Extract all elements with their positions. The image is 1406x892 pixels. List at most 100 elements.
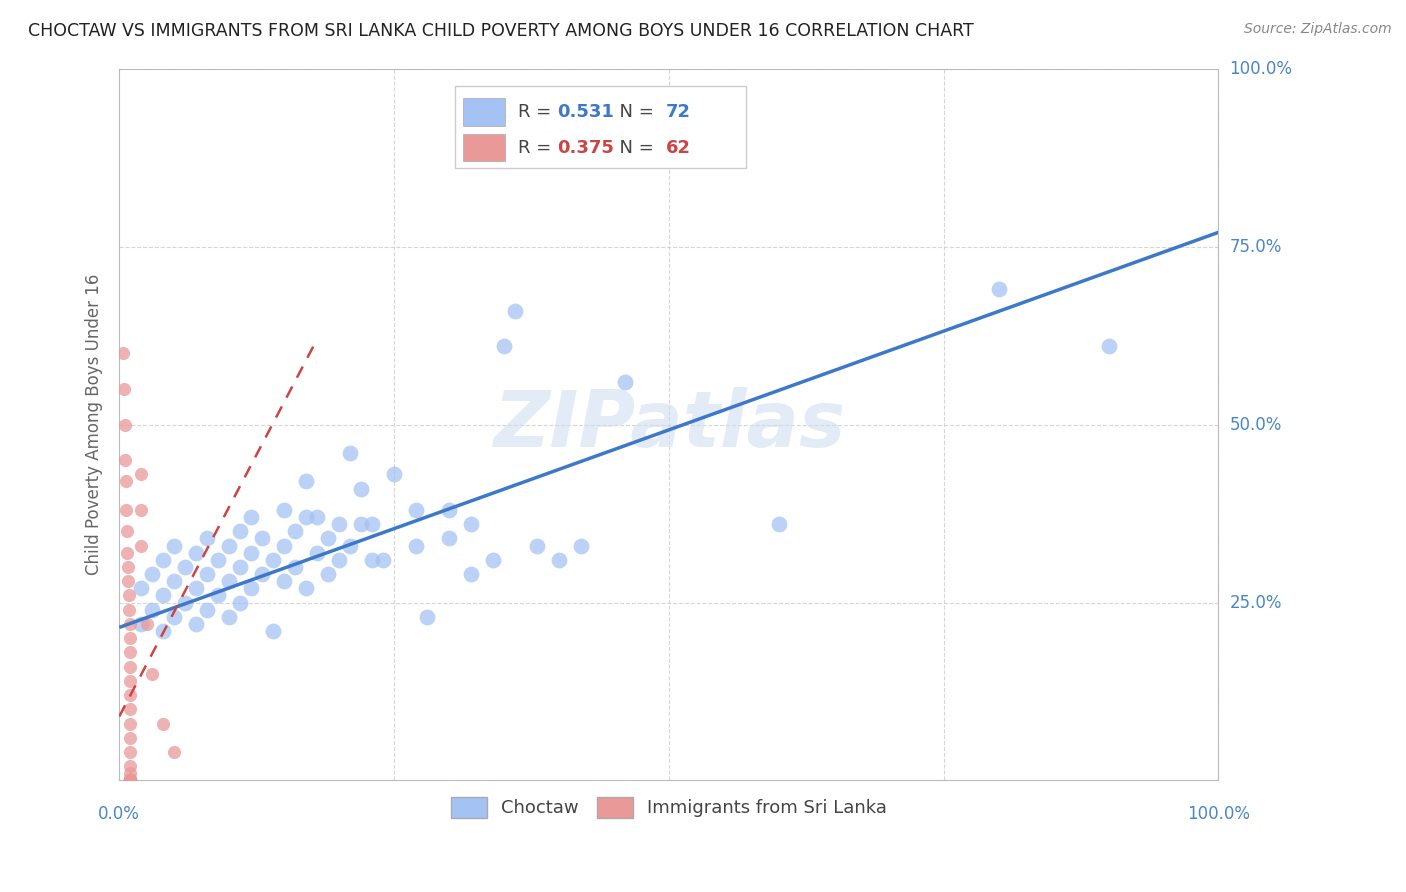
Point [569, 539, 592, 553]
Point [218, 539, 240, 553]
Text: 100.0%: 100.0% [1187, 805, 1250, 823]
Point [240, 546, 263, 560]
Point [120, 773, 142, 788]
Point [240, 581, 263, 595]
Point [120, 773, 142, 788]
Text: 0.531: 0.531 [557, 103, 613, 121]
Point [350, 482, 373, 496]
Point [141, 602, 163, 616]
Point [152, 716, 174, 731]
Point [186, 581, 208, 595]
Point [120, 688, 142, 702]
Point [307, 510, 329, 524]
Point [195, 567, 218, 582]
Point [120, 773, 142, 788]
Point [163, 574, 186, 589]
Point [120, 773, 142, 788]
Point [115, 475, 138, 489]
Text: 0.0%: 0.0% [98, 805, 141, 823]
Point [114, 417, 136, 432]
Point [120, 773, 142, 788]
Point [115, 503, 138, 517]
Point [405, 539, 427, 553]
Point [307, 546, 329, 560]
Point [120, 773, 142, 788]
Point [120, 631, 142, 645]
Point [120, 716, 142, 731]
Point [120, 773, 142, 788]
Point [437, 532, 460, 546]
Point [120, 773, 142, 788]
Point [120, 773, 142, 788]
Point [120, 773, 142, 788]
Point [120, 773, 142, 788]
Point [120, 702, 142, 716]
Point [350, 517, 373, 532]
Point [262, 624, 284, 638]
Point [548, 553, 571, 567]
Point [371, 553, 394, 567]
Text: 62: 62 [665, 138, 690, 157]
Point [129, 581, 152, 595]
Point [120, 773, 142, 788]
Point [361, 517, 384, 532]
Point [195, 602, 218, 616]
Point [295, 581, 318, 595]
Point [482, 553, 505, 567]
Point [382, 467, 405, 482]
Point [768, 517, 790, 532]
Point [460, 517, 482, 532]
Point [120, 745, 142, 759]
Legend: Choctaw, Immigrants from Sri Lanka: Choctaw, Immigrants from Sri Lanka [443, 789, 894, 825]
Point [129, 467, 152, 482]
Point [120, 773, 142, 788]
Point [503, 303, 526, 318]
Point [115, 524, 138, 539]
Point [492, 339, 515, 353]
Point [229, 524, 252, 539]
Point [526, 539, 548, 553]
Point [120, 773, 142, 788]
Point [163, 609, 186, 624]
Text: CHOCTAW VS IMMIGRANTS FROM SRI LANKA CHILD POVERTY AMONG BOYS UNDER 16 CORRELATI: CHOCTAW VS IMMIGRANTS FROM SRI LANKA CHI… [28, 22, 974, 40]
Point [120, 616, 142, 631]
Point [120, 773, 142, 788]
Text: R =: R = [519, 103, 557, 121]
Text: 100.0%: 100.0% [1230, 60, 1292, 78]
Point [250, 567, 273, 582]
Point [120, 673, 142, 688]
Point [118, 588, 141, 602]
Point [262, 553, 284, 567]
Point [120, 731, 142, 745]
Point [120, 773, 142, 788]
Point [229, 595, 252, 609]
Y-axis label: Child Poverty Among Boys Under 16: Child Poverty Among Boys Under 16 [86, 274, 103, 575]
Point [120, 773, 142, 788]
Point [135, 616, 157, 631]
Point [207, 588, 229, 602]
Point [186, 616, 208, 631]
Point [163, 539, 186, 553]
Point [240, 510, 263, 524]
Point [120, 773, 142, 788]
Text: N =: N = [609, 103, 659, 121]
Point [120, 773, 142, 788]
Point [152, 624, 174, 638]
Bar [464, 98, 505, 126]
Point [416, 609, 439, 624]
Text: 25.0%: 25.0% [1230, 593, 1282, 612]
Point [129, 616, 152, 631]
Point [361, 553, 384, 567]
Point [117, 574, 139, 589]
Point [141, 567, 163, 582]
Point [120, 773, 142, 788]
Text: R =: R = [519, 138, 557, 157]
Point [613, 375, 636, 389]
Point [120, 773, 142, 788]
Point [118, 602, 141, 616]
Point [120, 773, 142, 788]
Point [229, 560, 252, 574]
Text: 75.0%: 75.0% [1230, 237, 1282, 256]
Point [120, 773, 142, 788]
Point [114, 453, 136, 467]
